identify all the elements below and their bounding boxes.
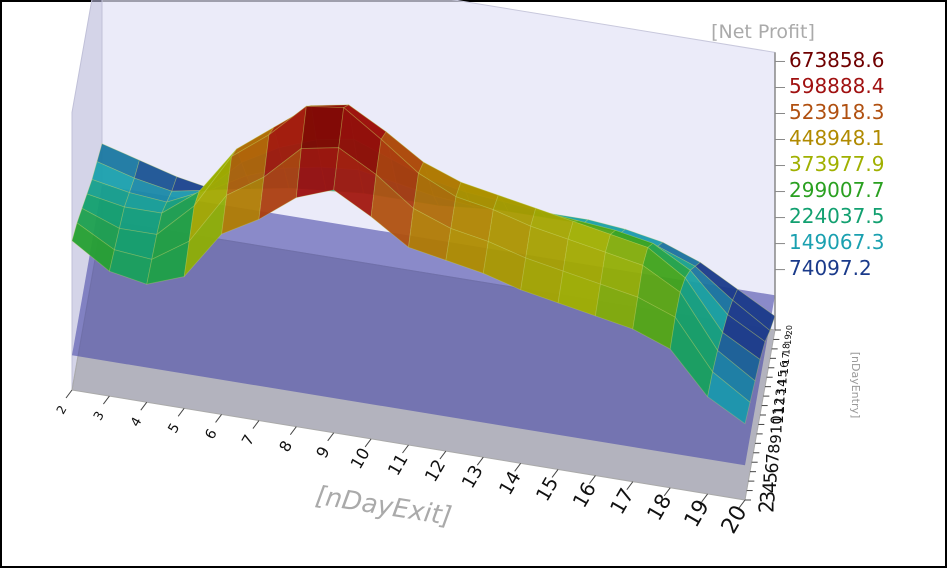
x-tick [289, 426, 297, 435]
y-tick-label: 6 [763, 462, 783, 473]
y-tick-label: 15 [776, 370, 790, 384]
y-tick-label: 11 [771, 406, 787, 424]
z-tick-label: 299007.7 [789, 178, 884, 202]
x-tick [476, 456, 484, 466]
x-tick [439, 450, 447, 460]
z-tick-label: 373977.9 [789, 152, 884, 176]
z-tick-label: 224037.5 [789, 204, 884, 228]
x-tick [252, 420, 260, 429]
x-tick [738, 499, 746, 509]
x-tick [215, 414, 222, 423]
y-tick-label: 3 [757, 491, 780, 503]
x-tick [65, 389, 73, 399]
y-tick-label: 14 [775, 379, 789, 394]
y-tick-label: 12 [773, 397, 788, 414]
surface-cell [707, 371, 751, 425]
x-tick [177, 408, 185, 417]
z-axis-title: [Net Profit] [711, 21, 815, 43]
x-tick [589, 475, 596, 484]
y-tick-label: 2 [755, 500, 779, 513]
y-tick-label: 8 [765, 444, 784, 454]
z-tick-label: 523918.3 [789, 100, 884, 124]
y-tick-label: 10 [769, 415, 786, 434]
y-tick-label: 5 [761, 472, 782, 483]
z-tick-label: 149067.3 [789, 230, 884, 254]
x-tick [402, 444, 409, 454]
x-tick [364, 438, 372, 448]
x-tick [514, 463, 522, 472]
y-tick-label: 18 [782, 343, 793, 355]
y-axis-title: [nDayEntry] [849, 352, 862, 419]
x-tick [701, 493, 709, 503]
y-tick-label: 4 [760, 481, 781, 493]
x-tick [626, 481, 634, 490]
z-tick-label: 448948.1 [789, 126, 884, 150]
x-tick [327, 432, 335, 442]
y-tick-label: 20 [785, 325, 794, 335]
y-tick-label: 13 [773, 388, 788, 404]
x-tick [551, 469, 559, 478]
zero-plane [72, 185, 775, 466]
y-tick-label: 9 [767, 434, 785, 444]
z-tick-label: 673858.6 [789, 48, 884, 72]
x-tick [140, 401, 148, 411]
surface-cell [295, 147, 340, 199]
x-tick [102, 395, 110, 405]
y-tick-label: 17 [781, 352, 792, 365]
y-tick-label: 7 [764, 453, 783, 464]
y-tick-label: 16 [778, 361, 791, 375]
x-tick [663, 487, 671, 497]
surface-cell [300, 105, 345, 149]
z-tick-label: 74097.2 [789, 256, 872, 280]
z-tick-label: 598888.4 [789, 74, 884, 98]
y-tick-label: 19 [784, 334, 794, 345]
